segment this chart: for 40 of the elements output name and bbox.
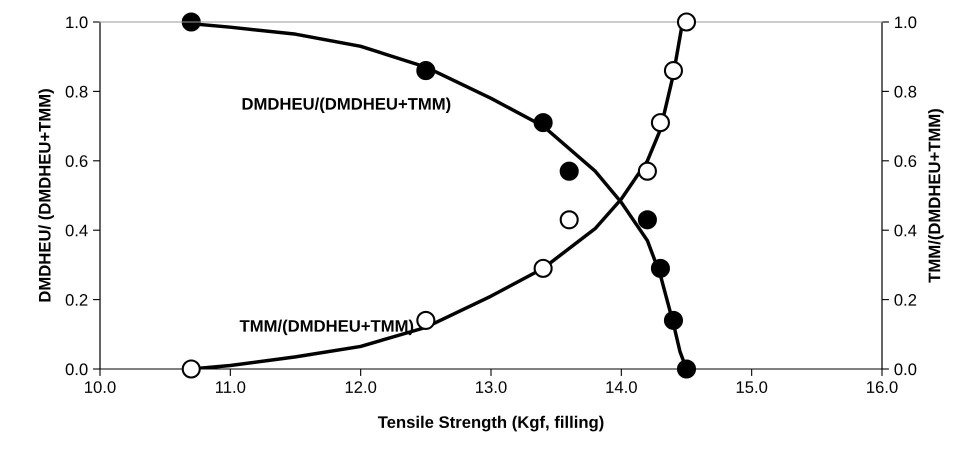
point [182,359,201,379]
y2-tick-label: 0.0 [894,363,916,376]
y-tick-label: 0.0 [66,363,88,376]
point [664,61,684,80]
y2-axis-title: TMM/(DMDHEU+TMM) [928,109,944,283]
y-tick-label: 1.0 [66,16,88,28]
y2-tick-label: 1.0 [895,16,916,28]
y-tick-label: 0.4 [66,224,88,236]
point [650,258,670,278]
y-tick-label: 0.6 [66,155,88,168]
series-label: TMM/(DMDHEU+TMM) [240,320,414,336]
point [664,310,684,330]
point [560,162,579,181]
x-tick-label: 11.0 [216,381,246,394]
series-label: DMDHEU/(DMDHEU+TMM) [242,98,450,114]
y2-tick-label: 0.6 [894,155,916,168]
point [534,113,553,132]
y2-tick-label: 0.2 [894,294,916,306]
y2-tick-label: 0.8 [894,86,916,98]
point [560,210,579,230]
point [416,310,436,330]
x-tick-label: 14.0 [606,381,637,394]
point [416,61,436,80]
x-axis-title: Tensile Strength (Kgf, filling) [378,416,604,432]
point [676,359,696,379]
point [638,210,657,230]
point [182,12,201,32]
y-tick-label: 0.2 [66,294,88,306]
x-tick-label: 15.0 [736,381,768,394]
x-tick-label: 12.0 [346,381,376,394]
x-tick-label: 16.0 [867,381,898,394]
point [650,113,670,132]
y2-tick-label: 0.4 [894,224,916,236]
x-tick-label: 13.0 [476,381,507,394]
y-axis-title: DMDHEU/ (DMDHEU+TMM) [38,89,54,302]
point [638,162,657,181]
y-tick-label: 0.8 [66,86,88,98]
x-tick-label: 10.0 [85,381,116,394]
point [534,258,553,278]
point [676,12,696,32]
